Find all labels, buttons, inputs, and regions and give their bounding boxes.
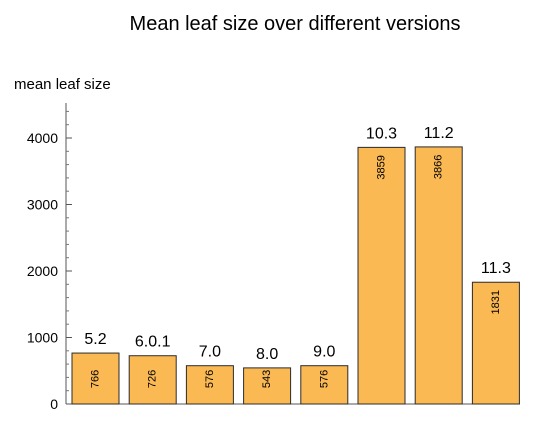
y-tick-label: 4000 <box>27 130 58 146</box>
y-tick-label: 0 <box>50 396 58 412</box>
bar-version-label: 11.3 <box>481 260 511 277</box>
bar <box>357 146 406 405</box>
bar <box>185 365 234 405</box>
bar-version-label: 8.0 <box>256 346 278 363</box>
bar-value-label: 726 <box>147 370 159 388</box>
bar <box>243 367 292 405</box>
bar-value-label: 3859 <box>376 155 388 179</box>
y-major-ticks: 0 1000 2000 3000 4000 <box>27 130 72 412</box>
y-minor-ticks <box>66 110 69 392</box>
bar-value-label: 1831 <box>490 290 502 314</box>
bar-version-label: 11.2 <box>424 125 454 142</box>
y-tick-label: 2000 <box>27 263 58 279</box>
y-tick-label: 3000 <box>27 197 58 213</box>
bar <box>71 352 120 405</box>
bar <box>128 355 177 405</box>
bar-value-label: 766 <box>90 370 102 388</box>
bar <box>300 365 349 405</box>
bar-value-label: 3866 <box>433 155 445 179</box>
bar-value-label: 576 <box>318 370 330 388</box>
chart-title: Mean leaf size over different versions <box>130 13 461 35</box>
bar-value-label: 576 <box>204 370 216 388</box>
y-axis-label: mean leaf size <box>14 76 111 93</box>
bar-version-label: 7.0 <box>199 344 221 361</box>
value-labels: 766 726 576 543 576 3859 3866 1831 <box>90 155 502 389</box>
bar-value-label: 543 <box>261 370 273 388</box>
bar <box>414 146 463 405</box>
y-tick-label: 1000 <box>27 330 58 346</box>
bar-version-label: 9.0 <box>313 344 335 361</box>
bars <box>71 146 520 405</box>
bar-version-label: 10.3 <box>366 125 397 142</box>
bar-version-label: 6.0.1 <box>135 334 171 351</box>
bar <box>471 281 520 405</box>
version-labels: 5.2 6.0.1 7.0 8.0 9.0 10.3 11.2 11.3 <box>84 125 511 363</box>
bar-version-label: 5.2 <box>84 331 106 348</box>
